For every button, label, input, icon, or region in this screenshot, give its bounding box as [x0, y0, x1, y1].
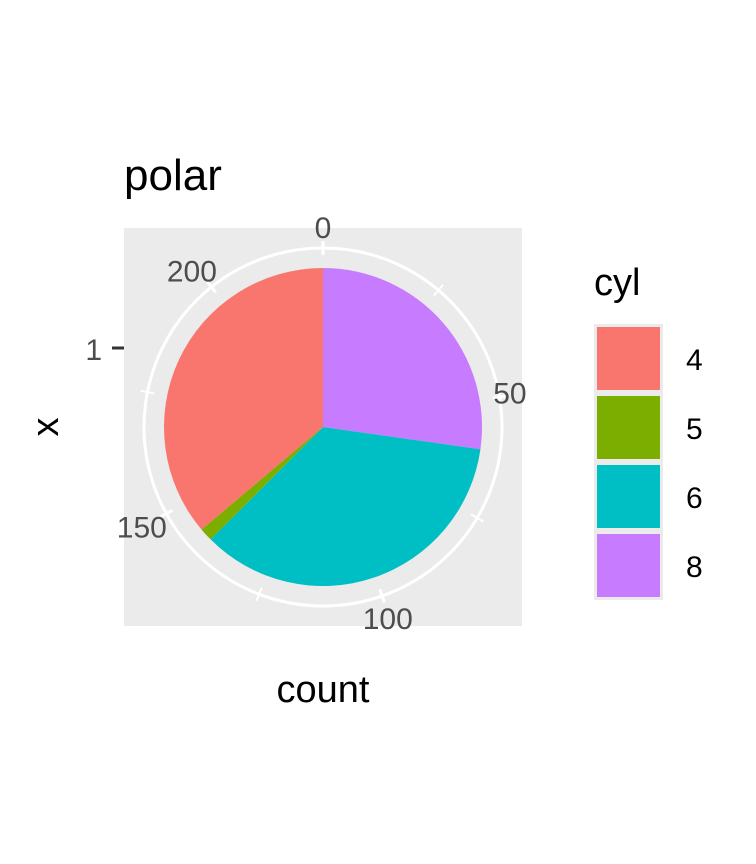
legend-label-5: 5 — [686, 413, 703, 446]
pie-slice-8 — [323, 268, 482, 450]
grid-tick-150 — [159, 508, 174, 519]
pie-slice-4 — [164, 268, 323, 530]
grid-tick-50 — [492, 394, 507, 400]
grid-tick-200 — [205, 280, 217, 294]
grid-tick-25 — [433, 284, 444, 297]
legend: cyl 4 5 6 8 — [594, 262, 703, 600]
legend-label-8: 8 — [686, 551, 703, 584]
x-axis-title: count — [277, 669, 370, 711]
y-axis-title: x — [25, 418, 67, 437]
legend-swatch-4 — [597, 327, 660, 390]
chart-title: polar — [124, 151, 222, 200]
polar-grid — [140, 241, 507, 608]
pie-slice-5 — [201, 427, 323, 540]
grid-tick-125 — [255, 587, 263, 602]
legend-label-6: 6 — [686, 482, 703, 515]
angle-tick-labels: 0 50 100 150 200 — [117, 212, 527, 636]
angle-tick-label-150: 150 — [117, 511, 167, 544]
angle-tick-label-50: 50 — [493, 378, 526, 411]
legend-title: cyl — [594, 262, 640, 304]
legend-swatch-6 — [597, 465, 660, 528]
legend-swatch-8 — [597, 534, 660, 597]
grid-tick-100 — [378, 588, 386, 604]
legend-swatch-5 — [597, 396, 660, 459]
angle-tick-label-200: 200 — [167, 255, 217, 288]
pie-slice-6 — [210, 427, 481, 586]
y-axis-tick-label: 1 — [85, 334, 102, 367]
pie-slices — [164, 268, 482, 586]
grid-tick-175 — [140, 389, 155, 395]
grid-tick-75 — [470, 513, 484, 523]
legend-label-4: 4 — [686, 344, 703, 377]
angle-tick-label-100: 100 — [363, 603, 413, 636]
angle-tick-label-0: 0 — [315, 212, 332, 245]
